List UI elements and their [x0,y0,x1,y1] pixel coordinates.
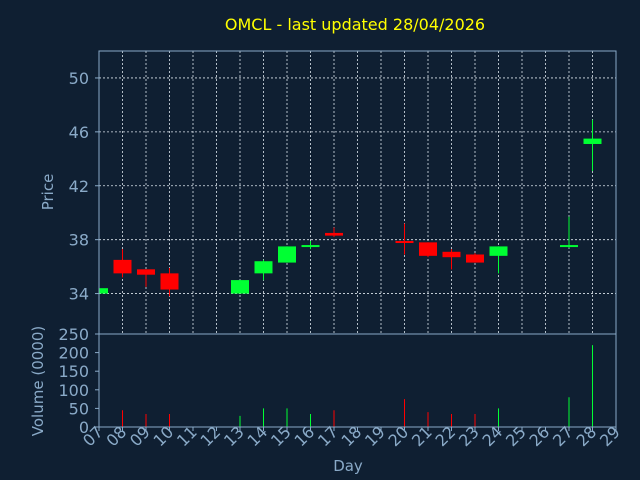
price-tick-label: 46 [69,123,89,142]
chart-title: OMCL - last updated 28/04/2026 [225,15,485,34]
candle-body [254,261,273,274]
volume-tick-label: 250 [58,325,89,344]
candle-body [325,232,343,236]
volume-panel-frame [98,333,617,428]
candle-body [231,280,249,294]
candle-body [99,288,108,294]
candle-body [442,251,461,258]
candle-body [583,138,602,144]
volume-tick-label: 50 [69,399,89,418]
candle-body [113,259,132,274]
price-tick-label: 50 [69,69,89,88]
candles [98,119,602,297]
price-grid [99,51,616,334]
candle-body [489,246,508,256]
candle-body [395,241,414,244]
volume-bars [98,345,593,427]
price-tick-label: 34 [69,285,89,304]
candle-body [160,273,179,290]
axis-ticks: 3438424650050100150200250070809101112131… [58,69,623,450]
candle-body [278,246,296,263]
price-tick-label: 38 [69,231,89,250]
candle-body [466,254,484,263]
volume-tick-label: 200 [58,344,89,363]
volume-tick-label: 0 [79,418,89,437]
x-axis-label: Day [333,457,363,475]
volume-tick-label: 100 [58,381,89,400]
candle-body [419,242,437,256]
price-axis-label: Price [39,174,57,211]
price-tick-label: 42 [69,177,89,196]
candle-body [560,245,578,248]
volume-axis-label: Volume (0000) [29,326,47,436]
volume-tick-label: 150 [58,362,89,381]
candle-body [301,245,320,248]
candle-body [137,269,155,275]
